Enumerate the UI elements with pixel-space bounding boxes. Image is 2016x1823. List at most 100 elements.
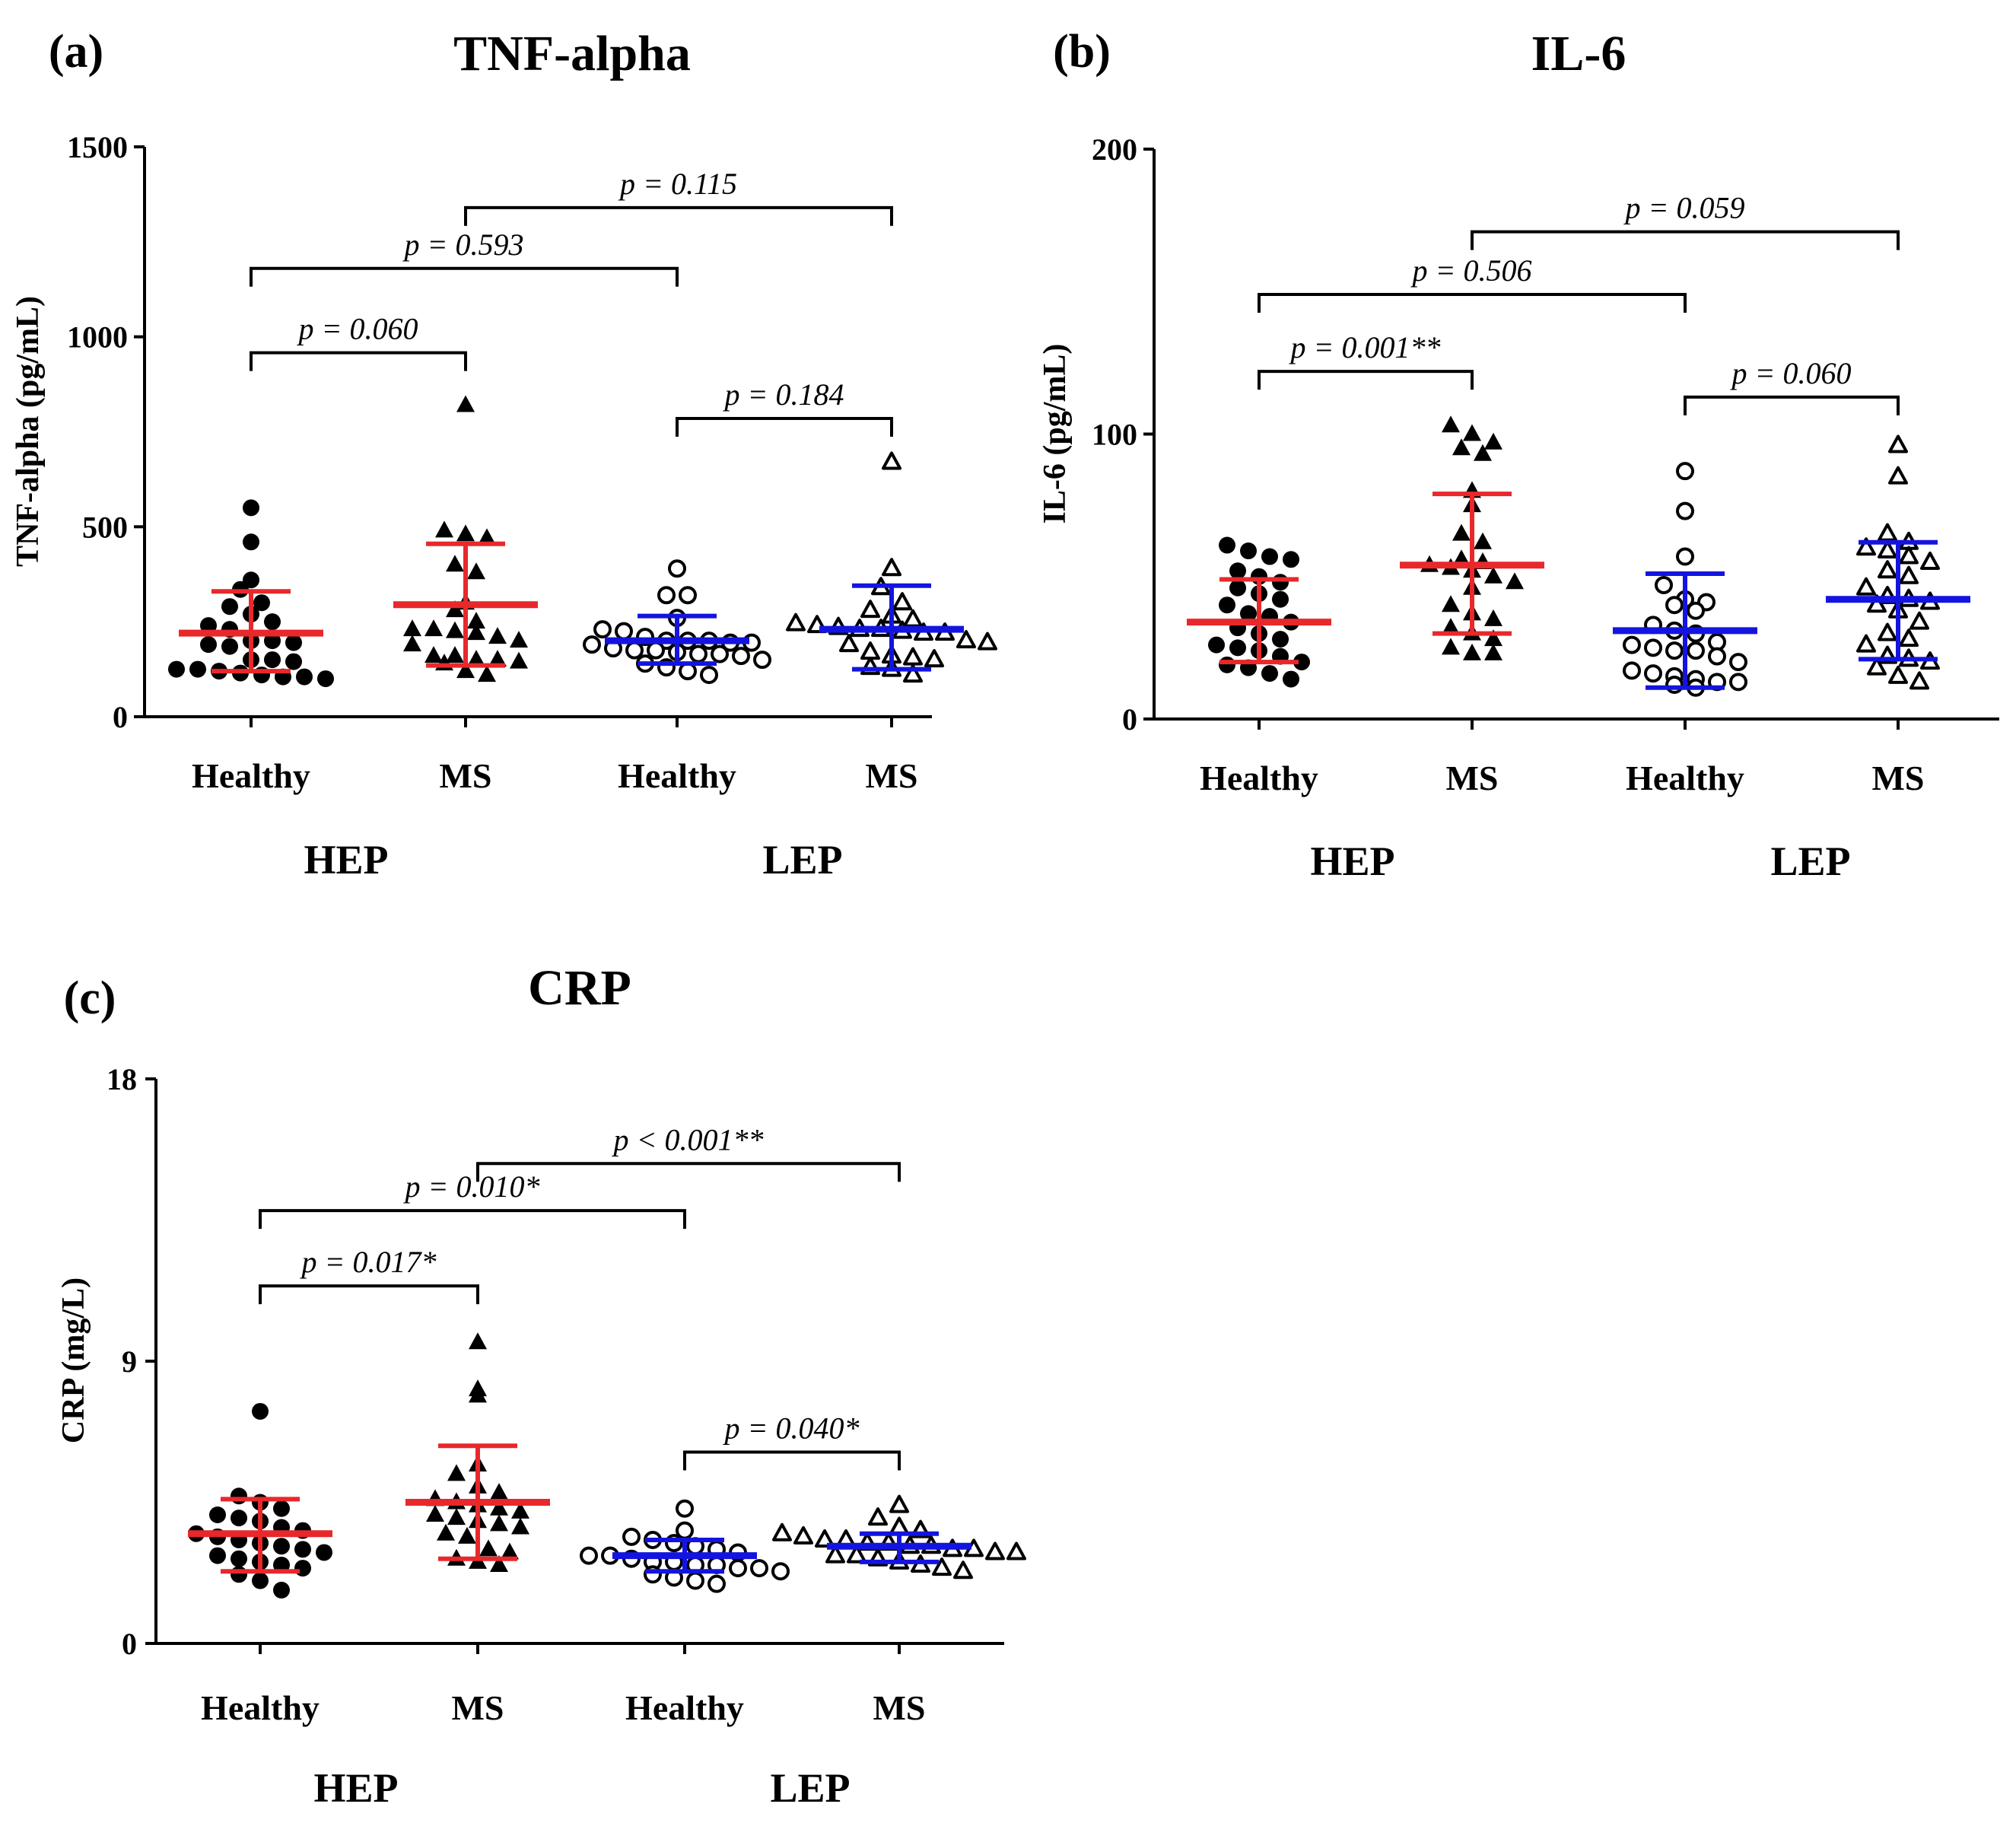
- data-point: [447, 1508, 466, 1526]
- data-point: [446, 646, 464, 663]
- data-point: [1484, 566, 1502, 584]
- data-point: [1920, 552, 1940, 571]
- data-point: [1484, 609, 1502, 626]
- data-point: [221, 638, 238, 655]
- mean-sd-bar: [605, 613, 749, 667]
- group-label: LEP: [1770, 838, 1850, 884]
- data-point: [711, 644, 729, 663]
- data-point: [1219, 536, 1235, 554]
- p-value-label: p = 0.001**: [1289, 330, 1441, 364]
- data-point: [490, 1514, 508, 1532]
- significance-bracket: p = 0.506: [1258, 253, 1687, 313]
- data-point: [985, 1541, 1005, 1561]
- data-point: [317, 670, 334, 688]
- data-point: [839, 634, 859, 653]
- data-point: [1665, 676, 1684, 695]
- data-point: [1272, 590, 1289, 608]
- data-point: [511, 1517, 529, 1535]
- data-point: [1261, 548, 1278, 565]
- data-point: [1293, 654, 1310, 671]
- data-point: [892, 592, 912, 611]
- panel-label: (c): [64, 972, 116, 1024]
- data-point: [490, 1554, 508, 1572]
- data-point: [189, 660, 206, 678]
- p-value-label: p = 0.115: [618, 167, 737, 201]
- x-category-label: Healthy: [625, 1688, 744, 1727]
- significance-bracket: p = 0.059: [1471, 191, 1900, 250]
- significance-bracket: p = 0.060: [1684, 356, 1900, 415]
- data-point: [231, 1487, 247, 1505]
- panel-b: (b) IL-6 IL-6 (pg/mL) 0 100 200 Healthy MS Healt…: [1038, 26, 1999, 884]
- group-label: HEP: [304, 837, 388, 883]
- significance-bracket: p < 0.001**: [476, 1122, 901, 1182]
- data-point: [1687, 601, 1705, 620]
- data-point: [668, 559, 686, 578]
- data-point: [1261, 665, 1278, 682]
- data-point: [903, 664, 923, 683]
- mean-sd-bar: [612, 1537, 757, 1574]
- data-point: [1452, 438, 1471, 456]
- mean-sd-bar: [819, 583, 964, 672]
- data-point: [231, 1550, 247, 1567]
- data-point: [1644, 638, 1662, 657]
- data-point: [1484, 629, 1502, 647]
- data-point: [625, 641, 644, 660]
- data-point: [860, 641, 880, 660]
- series-hep-healthy: [168, 499, 334, 688]
- data-point: [1899, 546, 1919, 565]
- data-point: [932, 1557, 952, 1576]
- mean-sd-bar: [1826, 539, 1970, 662]
- data-point: [1867, 594, 1887, 613]
- data-point: [490, 1483, 508, 1500]
- series-lep-ms: [1826, 434, 1970, 690]
- p-value-label: p < 0.001**: [612, 1122, 764, 1156]
- data-point: [815, 1529, 835, 1548]
- data-point: [750, 1559, 768, 1578]
- series-hep-healthy: [1187, 536, 1331, 688]
- data-point: [1623, 661, 1641, 680]
- y-tick-label: 500: [82, 510, 128, 544]
- data-point: [847, 1545, 866, 1564]
- bracket-line: [1471, 230, 1900, 250]
- data-point: [700, 666, 718, 685]
- data-point: [793, 1526, 813, 1545]
- data-point: [231, 1510, 247, 1527]
- series-hep-ms: [405, 1332, 550, 1572]
- data-point: [252, 1402, 269, 1420]
- data-point: [490, 1498, 508, 1516]
- bracket-line: [683, 1450, 901, 1471]
- data-point: [1655, 575, 1673, 594]
- y-tick-label: 200: [1092, 132, 1137, 167]
- data-point: [1283, 551, 1299, 568]
- data-point: [1708, 647, 1726, 666]
- data-point: [469, 1386, 487, 1403]
- data-point: [243, 499, 259, 517]
- panel-c: (c) CRP CRP (mg/L) 0 9 18 Healthy MS Healthy MS HE…: [56, 960, 1026, 1811]
- data-point: [1676, 547, 1694, 566]
- data-point: [953, 1561, 973, 1580]
- y-tick-label: 0: [122, 1627, 137, 1661]
- data-point: [686, 1571, 704, 1590]
- data-point: [510, 651, 528, 669]
- data-point: [978, 632, 997, 651]
- bracket-line: [464, 205, 893, 226]
- data-point: [1006, 1541, 1026, 1561]
- data-point: [771, 1562, 790, 1581]
- data-point: [1463, 643, 1481, 660]
- data-point: [403, 635, 421, 652]
- data-point: [1856, 577, 1876, 596]
- data-point: [467, 650, 485, 667]
- y-tick-label: 1000: [67, 320, 128, 355]
- data-point: [1442, 595, 1460, 612]
- group-label: LEP: [770, 1765, 850, 1811]
- data-point: [622, 1527, 641, 1546]
- data-point: [1665, 596, 1684, 615]
- data-point: [435, 520, 453, 538]
- x-category-label: Healthy: [1626, 759, 1744, 797]
- data-point: [1272, 574, 1289, 591]
- data-point: [1208, 636, 1225, 654]
- bracket-line: [259, 1284, 479, 1305]
- p-value-label: p = 0.010*: [403, 1169, 540, 1204]
- data-point: [1474, 532, 1492, 549]
- data-point: [729, 1559, 747, 1578]
